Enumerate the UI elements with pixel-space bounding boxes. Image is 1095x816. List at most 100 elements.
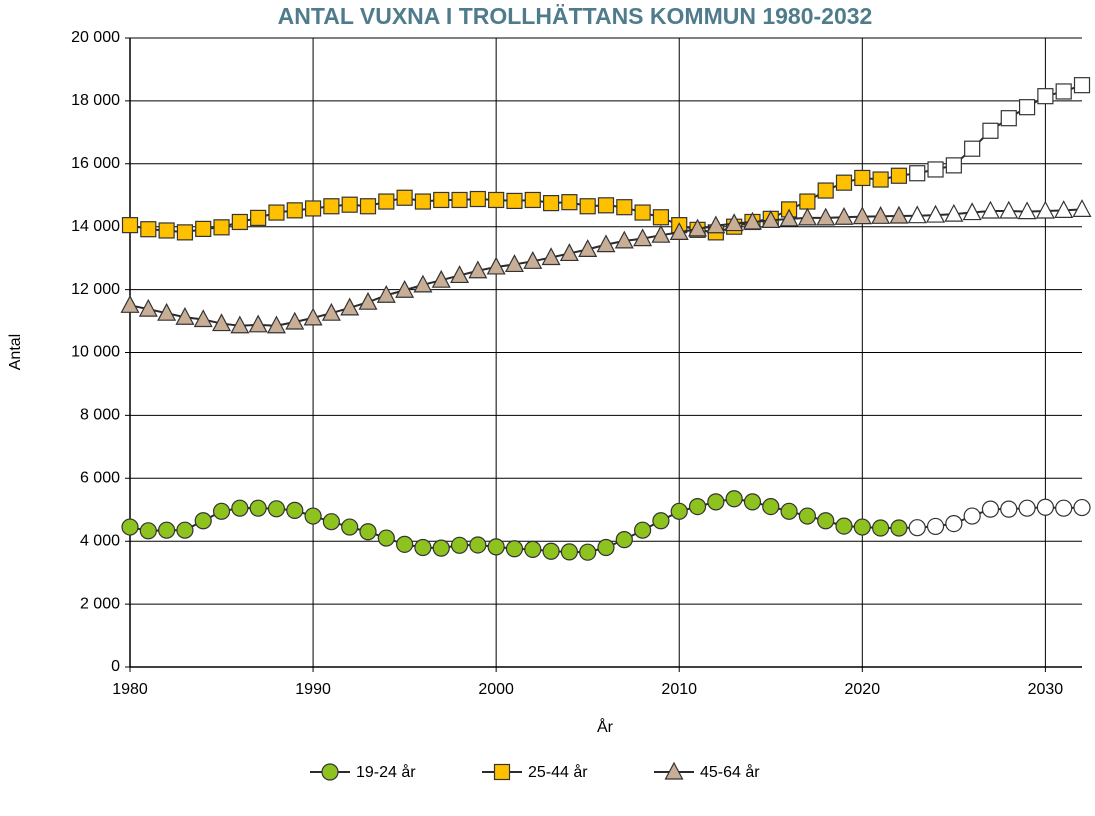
data-point (377, 529, 395, 547)
data-point (1054, 200, 1074, 218)
data-point (157, 302, 177, 321)
data-point (250, 209, 267, 226)
data-point (212, 502, 231, 520)
data-point (1017, 201, 1037, 220)
legend-marker (664, 761, 684, 780)
data-point (743, 493, 762, 511)
data-point (488, 191, 505, 209)
data-point (541, 247, 561, 266)
data-point (231, 213, 248, 231)
y-tick-label: 2 000 (80, 595, 120, 612)
data-point (963, 507, 981, 525)
data-point (579, 198, 596, 215)
data-point (359, 198, 377, 215)
data-point (524, 540, 542, 558)
data-point (212, 313, 232, 332)
data-point (634, 204, 651, 221)
data-point (286, 501, 304, 519)
y-axis-label: Antal (7, 334, 24, 370)
data-point (927, 161, 944, 178)
data-point (450, 265, 470, 284)
data-point (761, 210, 781, 229)
data-point (559, 243, 579, 262)
data-point (121, 217, 139, 234)
data-point (267, 500, 286, 518)
data-point (286, 202, 303, 219)
data-point (395, 279, 415, 298)
data-point (1000, 110, 1017, 127)
data-point (944, 203, 964, 222)
data-point (433, 191, 450, 209)
data-point (889, 205, 909, 224)
data-point (451, 191, 468, 209)
data-point (304, 507, 322, 525)
data-point (396, 535, 414, 553)
data-point (414, 538, 432, 557)
legend-marker (493, 763, 511, 781)
data-point (926, 204, 946, 223)
y-tick-label: 6 000 (80, 470, 120, 487)
data-point (853, 518, 871, 536)
data-point (797, 207, 817, 226)
data-point (964, 140, 981, 157)
data-point (506, 192, 523, 210)
legend-label: 25-44 år (528, 763, 588, 781)
data-point (670, 502, 688, 520)
data-point (614, 230, 634, 249)
data-point (486, 256, 506, 275)
data-point (120, 295, 140, 313)
data-point (469, 536, 487, 554)
data-point (926, 517, 945, 536)
data-point (633, 228, 653, 247)
data-point (634, 521, 652, 539)
data-point (578, 239, 598, 257)
data-point (907, 205, 927, 224)
data-point (945, 514, 963, 533)
x-tick-label: 2010 (661, 681, 697, 698)
data-point (1036, 498, 1054, 516)
data-point (468, 260, 488, 279)
data-point (669, 222, 689, 240)
x-tick-label: 2000 (478, 681, 514, 698)
data-point (688, 498, 707, 516)
data-point (890, 167, 908, 184)
data-point (431, 269, 451, 288)
data-point (652, 209, 670, 226)
data-point (194, 512, 212, 530)
data-point (688, 218, 708, 237)
data-point (1018, 499, 1036, 517)
x-tick-label: 1990 (295, 681, 331, 698)
data-point (542, 195, 560, 212)
data-point (450, 536, 469, 554)
data-point (414, 193, 432, 210)
data-point (121, 518, 139, 536)
data-point (176, 224, 194, 241)
x-tick-label: 1980 (112, 681, 148, 698)
data-point (1018, 99, 1036, 116)
data-point (138, 298, 158, 317)
data-point (817, 512, 835, 530)
data-point (817, 182, 834, 199)
data-point (213, 219, 230, 236)
data-point (268, 204, 285, 221)
legend-label: 19-24 år (356, 763, 416, 781)
y-tick-label: 18 000 (71, 92, 120, 109)
data-point (579, 543, 597, 561)
data-point (597, 538, 615, 557)
data-point (799, 193, 816, 210)
data-point (487, 538, 505, 556)
data-point (798, 507, 816, 525)
y-tick-label: 14 000 (71, 218, 120, 235)
data-point (341, 196, 358, 213)
data-point (341, 518, 359, 536)
data-point (981, 500, 1000, 518)
data-point (158, 521, 176, 539)
data-point (413, 274, 433, 293)
data-point (909, 165, 926, 182)
data-point (523, 251, 543, 269)
data-point (249, 499, 267, 517)
data-point (378, 193, 395, 210)
chart-title: ANTAL VUXNA I TROLLHÄTTANS KOMMUN 1980-2… (278, 3, 873, 29)
data-point (231, 499, 249, 517)
